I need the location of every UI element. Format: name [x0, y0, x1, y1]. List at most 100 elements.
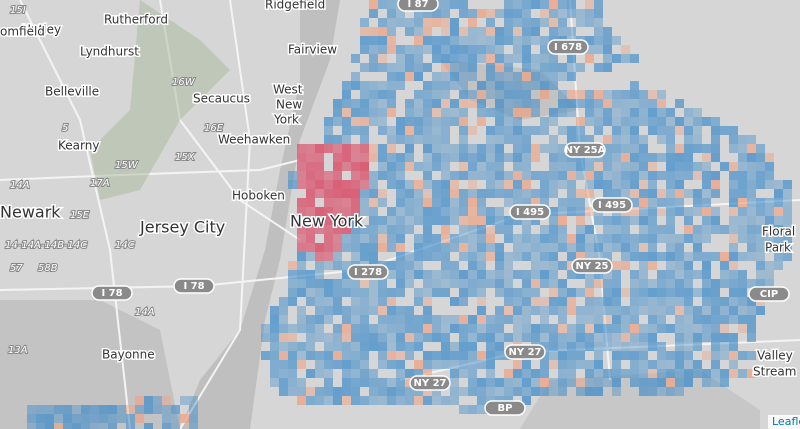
cell: [630, 135, 639, 144]
cell: [630, 171, 639, 180]
cell: [495, 243, 504, 252]
cell: [351, 315, 360, 324]
cell: [630, 162, 639, 171]
cell: [450, 387, 459, 396]
cell: [441, 324, 450, 333]
cell: [333, 198, 342, 207]
cell: [612, 189, 621, 198]
cell: [468, 261, 477, 270]
cell: [459, 126, 468, 135]
cell: [414, 360, 423, 369]
cell: [495, 261, 504, 270]
cell: [675, 288, 684, 297]
cell: [351, 342, 360, 351]
cell: [342, 270, 351, 279]
attribution[interactable]: Leaflet: [772, 415, 800, 428]
cell: [405, 306, 414, 315]
cell: [585, 279, 594, 288]
cell: [648, 153, 657, 162]
cell: [306, 162, 315, 171]
cell: [387, 45, 396, 54]
cell: [423, 396, 432, 405]
cell: [666, 270, 675, 279]
cell: [594, 216, 603, 225]
cell: [621, 45, 630, 54]
cell: [738, 279, 747, 288]
cell: [738, 144, 747, 153]
cell: [612, 234, 621, 243]
cell: [333, 171, 342, 180]
cell: [387, 288, 396, 297]
cell: [468, 9, 477, 18]
cell: [495, 117, 504, 126]
cell: [720, 351, 729, 360]
cell: [324, 180, 333, 189]
cell: [522, 396, 531, 405]
cell: [468, 360, 477, 369]
cell: [540, 234, 549, 243]
cell: [432, 162, 441, 171]
cell: [531, 171, 540, 180]
cell: [288, 288, 297, 297]
cell: [333, 351, 342, 360]
cell: [558, 225, 567, 234]
cell: [468, 171, 477, 180]
cell: [405, 396, 414, 405]
cell: [666, 288, 675, 297]
cell: [612, 135, 621, 144]
cell: [594, 378, 603, 387]
cell: [360, 153, 369, 162]
cell: [639, 117, 648, 126]
cell: [675, 243, 684, 252]
cell: [405, 18, 414, 27]
cell: [360, 117, 369, 126]
cell: [720, 252, 729, 261]
cell: [369, 378, 378, 387]
cell: [117, 405, 126, 414]
cell: [594, 279, 603, 288]
cell: [360, 63, 369, 72]
cell: [432, 18, 441, 27]
cell: [630, 90, 639, 99]
cell: [396, 306, 405, 315]
cell: [333, 216, 342, 225]
cell: [711, 189, 720, 198]
cell: [270, 324, 279, 333]
cell: [441, 225, 450, 234]
cell: [72, 405, 81, 414]
cell: [279, 324, 288, 333]
cell: [423, 180, 432, 189]
cell: [396, 342, 405, 351]
cell: [585, 18, 594, 27]
cell: [324, 342, 333, 351]
cell: [315, 261, 324, 270]
cell: [675, 144, 684, 153]
cell: [369, 279, 378, 288]
cell: [297, 279, 306, 288]
cell: [351, 306, 360, 315]
cell: [504, 306, 513, 315]
cell: [333, 144, 342, 153]
cell: [522, 270, 531, 279]
cell: [711, 171, 720, 180]
cell: [387, 162, 396, 171]
cell: [360, 27, 369, 36]
cell: [657, 297, 666, 306]
cell: [504, 63, 513, 72]
cell: [387, 90, 396, 99]
cell: [675, 117, 684, 126]
cell: [630, 180, 639, 189]
cell: [459, 45, 468, 54]
cell: [369, 27, 378, 36]
cell: [486, 180, 495, 189]
cell: [324, 135, 333, 144]
cell: [657, 198, 666, 207]
cell: [450, 279, 459, 288]
cell: [522, 180, 531, 189]
cell: [729, 126, 738, 135]
cell: [477, 108, 486, 117]
shield-box: [347, 264, 389, 280]
cell: [756, 252, 765, 261]
cell: [639, 162, 648, 171]
cell: [315, 207, 324, 216]
